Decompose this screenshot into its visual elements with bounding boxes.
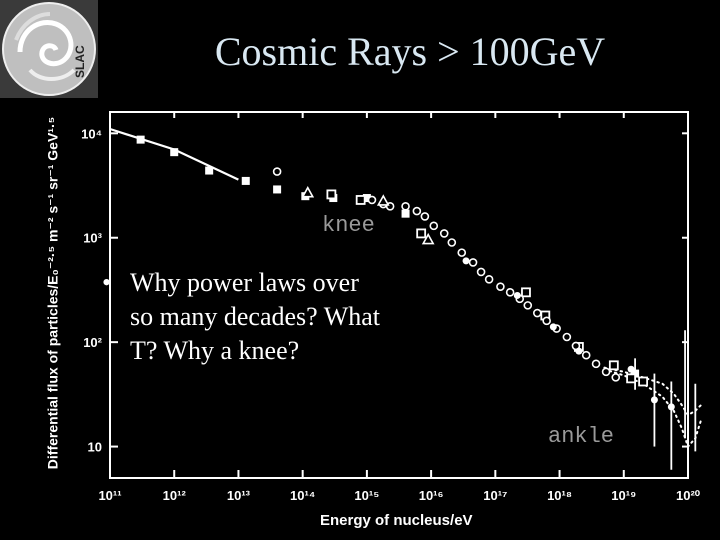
point-open-square xyxy=(626,373,636,384)
annotation-ankle: ankle xyxy=(548,424,615,449)
x-tick-label: 10¹⁴ xyxy=(290,488,315,503)
point-open-square xyxy=(608,360,619,371)
point-open-circle xyxy=(412,206,422,216)
point-filled-square xyxy=(401,209,410,218)
annotation-knee: knee xyxy=(322,213,375,238)
point-open-circle xyxy=(367,195,377,205)
y-axis-label-container: Differential flux of particles/E₀⁻²·⁵ m⁻… xyxy=(38,95,68,490)
y-tick-label: 10³ xyxy=(83,231,102,246)
point-filled-square xyxy=(205,166,214,175)
point-open-circle xyxy=(542,316,551,326)
point-open-triangle xyxy=(376,194,390,206)
point-filled-circle xyxy=(549,323,557,331)
y-tick-label: 10² xyxy=(83,335,102,350)
point-open-square xyxy=(326,189,337,200)
point-open-circle xyxy=(484,274,494,284)
point-open-circle xyxy=(476,267,486,277)
point-filled-circle xyxy=(627,365,635,373)
logo-text: SLAC xyxy=(73,45,87,78)
point-open-circle xyxy=(591,359,601,369)
point-open-circle xyxy=(420,212,430,221)
x-tick-label: 10¹⁵ xyxy=(354,488,379,503)
point-open-square xyxy=(355,195,366,205)
y-tick-label: 10⁴ xyxy=(81,126,102,141)
point-open-square xyxy=(638,376,649,387)
slide-title: Cosmic Rays > 100GeV xyxy=(214,29,606,74)
x-tick-label: 10²⁰ xyxy=(676,488,701,503)
point-open-circle xyxy=(457,248,467,257)
point-open-circle xyxy=(581,350,591,360)
point-filled-circle xyxy=(667,403,675,411)
point-filled-square xyxy=(362,194,371,203)
y-tick-label: 10 xyxy=(88,440,102,455)
point-filled-square xyxy=(136,135,145,144)
point-filled-circle xyxy=(575,347,583,355)
bullet-list: • Why power laws over so many decades? W… xyxy=(102,266,382,367)
x-tick-label: 10¹¹ xyxy=(98,488,121,503)
point-open-triangle xyxy=(301,186,315,198)
point-open-triangle xyxy=(421,232,435,245)
fit-line xyxy=(109,127,239,181)
chart-axes xyxy=(109,111,689,479)
slac-logo: SLAC xyxy=(0,0,98,98)
x-tick-label: 10¹⁷ xyxy=(483,488,507,503)
point-open-circle xyxy=(523,301,533,310)
point-open-circle xyxy=(601,367,611,377)
tick-labels-layer: 10¹¹ 10¹² 10¹³ 10¹⁴ 10¹⁵ 10¹⁶ 10¹⁷ 10¹⁸ 10¹⁹ 10²⁰… xyxy=(81,126,701,503)
data-points-layer xyxy=(136,135,675,411)
x-tick-label: 10¹² xyxy=(163,488,187,503)
point-filled-square xyxy=(273,185,282,194)
point-open-circle xyxy=(439,229,449,238)
point-open-circle xyxy=(496,282,505,291)
bullet-glyph: • xyxy=(102,268,112,297)
error-bars-layer xyxy=(634,330,697,470)
point-open-circle xyxy=(505,288,515,297)
bullet-item: • Why power laws over so many decades? W… xyxy=(102,266,382,367)
x-tick-label: 10¹⁸ xyxy=(547,488,572,503)
point-open-circle xyxy=(611,373,621,382)
plot-frame xyxy=(109,111,689,479)
point-filled-circle xyxy=(513,291,521,299)
point-open-circle xyxy=(447,238,457,247)
fit-line-layer xyxy=(109,127,239,181)
point-filled-square xyxy=(170,148,179,157)
point-filled-circle xyxy=(650,396,658,404)
point-open-circle xyxy=(468,258,478,267)
x-tick-label: 10¹⁶ xyxy=(419,488,444,503)
x-axis-label: Energy of nucleus/eV xyxy=(320,512,473,529)
point-open-circle xyxy=(429,221,439,231)
point-open-square xyxy=(521,287,531,298)
bullet-text: Why power laws over so many decades? Wha… xyxy=(130,268,381,365)
x-tick-label: 10¹⁹ xyxy=(611,488,636,503)
point-open-circle xyxy=(401,201,410,211)
x-tick-label: 10¹³ xyxy=(227,488,251,503)
point-open-square xyxy=(416,228,427,239)
y-axis-label: Differential flux of particles/E₀⁻²·⁵ m⁻… xyxy=(44,116,61,469)
point-open-circle xyxy=(562,332,572,342)
point-filled-square xyxy=(241,176,250,185)
point-open-circle xyxy=(272,167,282,176)
point-filled-circle xyxy=(462,257,470,265)
point-open-circle xyxy=(532,308,542,318)
